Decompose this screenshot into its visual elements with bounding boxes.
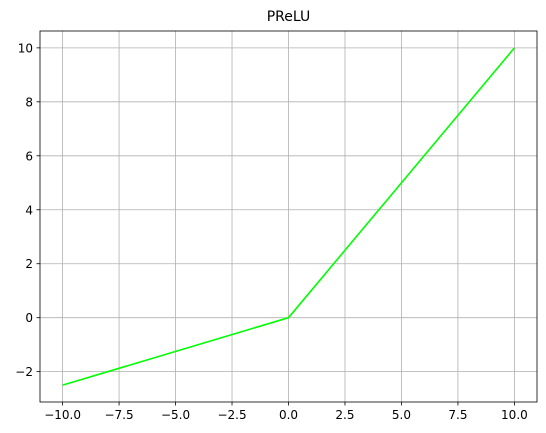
chart-title: PReLU	[267, 9, 311, 25]
y-tick-label: 8	[25, 95, 33, 109]
y-tick-label: 6	[25, 149, 33, 163]
x-axis: −10.0 −7.5 −5.0 −2.5 0.0 2.5 5.0 7.5 10.0	[44, 402, 528, 422]
x-tick-label: −10.0	[44, 408, 81, 422]
y-tick-label: 0	[25, 311, 33, 325]
grid	[40, 31, 537, 402]
x-tick-label: 5.0	[392, 408, 411, 422]
x-tick-label: 10.0	[501, 408, 528, 422]
y-tick-label: 10	[18, 41, 33, 55]
y-tick-label: −2	[15, 365, 33, 379]
x-tick-label: 0.0	[279, 408, 298, 422]
y-axis: −2 0 2 4 6 8 10	[15, 41, 40, 379]
prelu-line	[62, 47, 516, 386]
x-tick-label: 2.5	[335, 408, 354, 422]
x-tick-label: 7.5	[448, 408, 467, 422]
x-tick-label: −2.5	[217, 408, 246, 422]
x-tick-label: −5.0	[161, 408, 190, 422]
y-tick-label: 2	[25, 257, 33, 271]
y-tick-label: 4	[25, 203, 33, 217]
series-layer	[62, 47, 516, 386]
x-tick-label: −7.5	[104, 408, 133, 422]
